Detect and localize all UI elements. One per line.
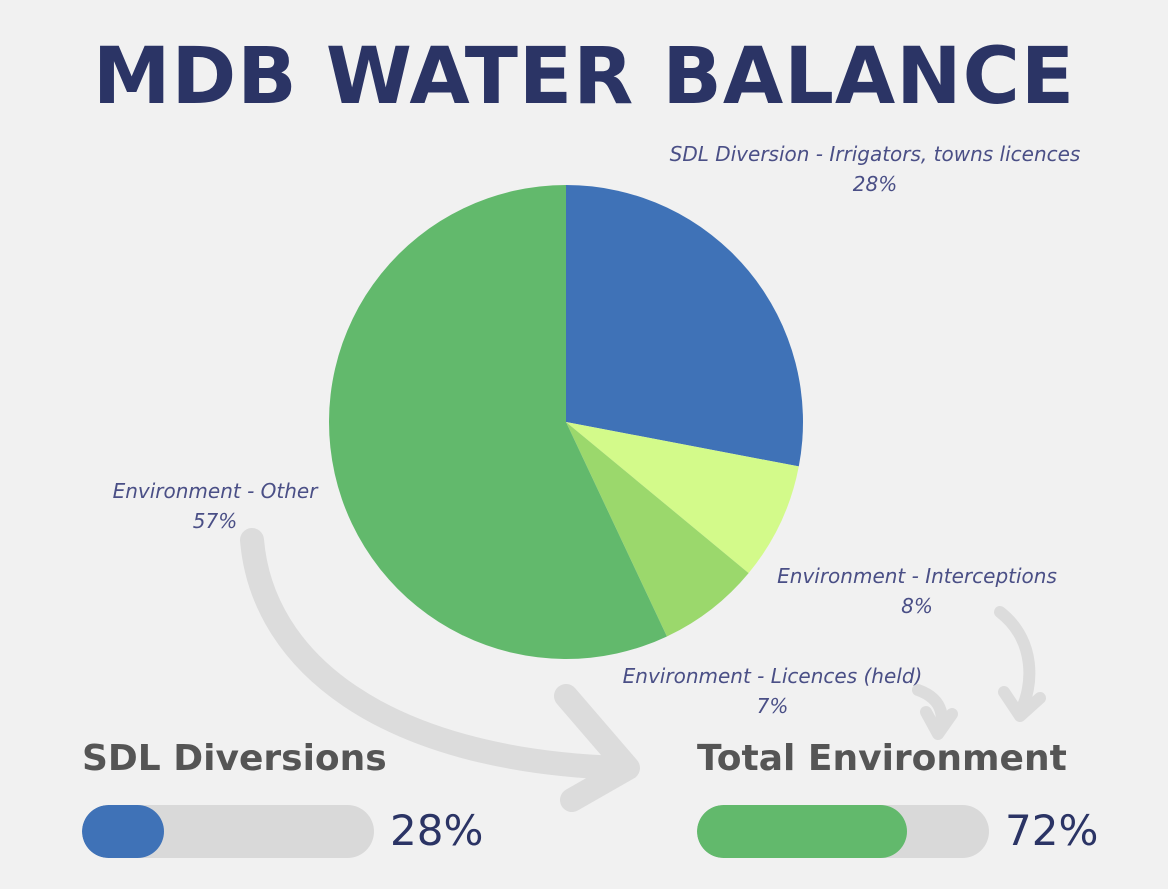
slice-label-value: 28%	[852, 172, 898, 196]
total-environment-label: Total Environment	[697, 738, 1067, 779]
pie-slice-3	[328, 185, 667, 659]
sdl-diversions-progress-fill	[82, 805, 164, 858]
slice-label-environment-other: Environment - Other 57%	[90, 476, 340, 536]
slice-label-name: Environment - Licences (held)	[622, 664, 923, 688]
total-environment-progress-fill	[697, 805, 908, 858]
small-arrowhead-icon	[920, 706, 958, 740]
small-curved-arrow-icon	[994, 606, 1036, 718]
small-arrowhead-icon	[998, 686, 1046, 722]
sdl-diversions-percent: 28%	[390, 806, 484, 855]
slice-label-name: Environment - Other	[112, 479, 318, 503]
slice-label-sdl-diversion: SDL Diversion - Irrigators, towns licenc…	[640, 139, 1110, 199]
large-arrowhead-icon	[554, 684, 640, 812]
pie-slice-2	[566, 422, 749, 637]
slice-label-name: Environment - Interceptions	[777, 564, 1057, 588]
slice-label-value: 57%	[192, 509, 238, 533]
total-environment-percent: 72%	[1005, 806, 1099, 855]
slice-label-value: 8%	[901, 594, 933, 618]
slice-label-licences-held: Environment - Licences (held) 7%	[600, 661, 945, 721]
large-curved-arrow-icon	[240, 528, 632, 780]
sdl-diversions-label: SDL Diversions	[82, 738, 387, 779]
slice-label-interceptions: Environment - Interceptions 8%	[752, 561, 1082, 621]
slice-label-name: SDL Diversion - Irrigators, towns licenc…	[669, 142, 1081, 166]
pie-slice-0	[566, 185, 803, 467]
sdl-diversions-progress-bar	[82, 805, 374, 858]
chart-title: MDB WATER BALANCE	[92, 32, 1076, 122]
pie-slice-1	[566, 422, 799, 574]
slice-label-value: 7%	[756, 694, 789, 718]
total-environment-progress-bar	[697, 805, 989, 858]
